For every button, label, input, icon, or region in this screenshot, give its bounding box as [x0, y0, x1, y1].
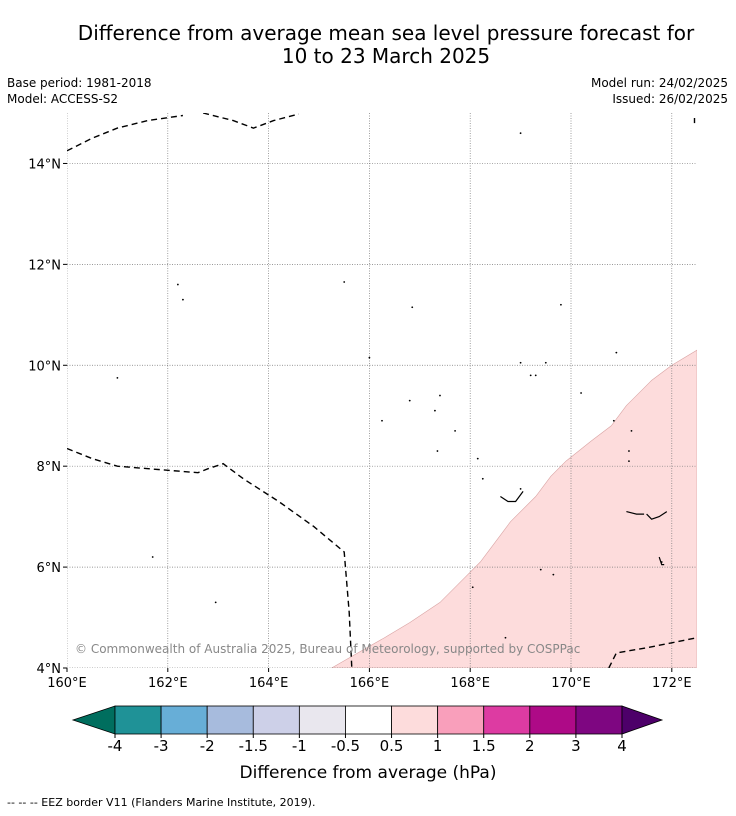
- island: [580, 392, 582, 394]
- eez-border: [608, 637, 697, 668]
- island: [381, 419, 383, 422]
- title-line-2: 10 to 23 March 2025: [281, 44, 491, 68]
- model-name: Model: ACCESS-S2: [7, 92, 119, 106]
- lat-tick-label: 4°N: [37, 662, 62, 677]
- island: [368, 356, 371, 359]
- island: [182, 298, 184, 301]
- lon-tick-label: 170°E: [551, 676, 591, 691]
- island: [519, 361, 522, 364]
- lon-tick-label: 168°E: [450, 676, 490, 691]
- colorbar-tick-label: 0.5: [380, 737, 404, 755]
- colorbar-tick-label: 1: [433, 737, 443, 755]
- base-period: Base period: 1981-2018: [7, 76, 152, 90]
- model-info: Base period: 1981-2018 Model: ACCESS-S2: [7, 75, 152, 107]
- eez-border: [67, 447, 353, 668]
- colorbar-segment: [345, 705, 392, 735]
- colorbar-segment: [114, 705, 162, 735]
- island: [612, 419, 615, 422]
- run-info: Model run: 24/02/2025 Issued: 26/02/2025: [591, 75, 728, 107]
- island: [481, 477, 484, 480]
- lon-tick-label: 166°E: [350, 676, 390, 691]
- lat-tick-label: 8°N: [37, 460, 62, 475]
- colorbar-tick-label: -4: [108, 737, 123, 755]
- colorbar-segment: [298, 705, 346, 735]
- colorbar-tick-label: -2: [200, 737, 215, 755]
- plot-area: © Commonwealth of Australia 2025, Bureau…: [67, 113, 697, 668]
- island: [539, 568, 542, 571]
- island: [439, 394, 441, 397]
- eez-legend-note: -- -- -- EEZ border V11 (Flanders Marine…: [7, 796, 316, 809]
- island: [534, 374, 537, 377]
- colorbar-tick-label: 4: [617, 737, 627, 755]
- colorbar-segment: [529, 705, 577, 735]
- lon-tick-label: 172°E: [652, 676, 692, 691]
- island: [519, 487, 522, 490]
- colorbar-tick-label: -3: [154, 737, 169, 755]
- lon-tick-label: 160°E: [47, 676, 87, 691]
- title-line-1: Difference from average mean sea level p…: [77, 21, 695, 45]
- island: [151, 556, 154, 558]
- island: [411, 306, 414, 309]
- lon-tick-label: 164°E: [249, 676, 289, 691]
- copyright-text: © Commonwealth of Australia 2025, Bureau…: [75, 642, 580, 656]
- island-outline: [658, 556, 665, 566]
- island: [408, 399, 411, 402]
- eez-border: [67, 114, 184, 152]
- island: [519, 132, 522, 135]
- colorbar-tick-label: -1: [292, 737, 307, 755]
- island: [476, 457, 479, 460]
- island: [504, 636, 507, 639]
- island: [628, 450, 630, 452]
- island: [214, 601, 217, 604]
- anomaly-region: [330, 349, 697, 668]
- eez-border: [202, 113, 299, 129]
- model-run: Model run: 24/02/2025: [590, 76, 728, 90]
- island: [630, 429, 633, 432]
- island: [436, 450, 439, 452]
- island-outline: [646, 511, 668, 520]
- island: [116, 376, 119, 379]
- island: [544, 361, 547, 364]
- colorbar-segment: [575, 705, 623, 735]
- lat-tick-label: 6°N: [37, 561, 62, 576]
- island: [343, 281, 346, 283]
- island-outline: [626, 511, 645, 515]
- issued-date: Issued: 26/02/2025: [612, 92, 728, 106]
- island: [560, 303, 562, 306]
- forecast-map: © Commonwealth of Australia 2025, Bureau…: [28, 113, 697, 783]
- island: [434, 409, 436, 412]
- colorbar-tick-label: -1.5: [239, 737, 268, 755]
- island: [628, 460, 630, 463]
- colorbar-label: Difference from average (hPa): [240, 763, 497, 783]
- island: [615, 351, 618, 354]
- island: [471, 586, 474, 589]
- island: [529, 374, 532, 377]
- lat-tick-label: 14°N: [28, 157, 61, 172]
- colorbar-segment: [483, 705, 531, 735]
- colorbar-segment: [160, 705, 208, 735]
- lon-tick-label: 162°E: [148, 676, 188, 691]
- lat-tick-label: 12°N: [28, 258, 61, 273]
- colorbar-segment: [437, 705, 485, 735]
- lat-tick-label: 10°N: [28, 359, 61, 374]
- colorbar-tick-label: 2: [525, 737, 535, 755]
- colorbar-segment: [391, 705, 439, 735]
- island-outline: [500, 491, 524, 503]
- island: [552, 573, 555, 576]
- colorbar-tick-label: -0.5: [331, 737, 360, 755]
- colorbar-segment: [252, 705, 300, 735]
- colorbar-tick-label: 3: [571, 737, 581, 755]
- chart-title: Difference from average mean sea level p…: [0, 22, 736, 68]
- colorbar-under-arrow: [71, 705, 116, 735]
- colorbar-segment: [206, 705, 254, 735]
- colorbar-over-arrow: [621, 705, 664, 735]
- island: [454, 429, 456, 432]
- island: [176, 283, 179, 286]
- colorbar-tick-label: 1.5: [472, 737, 496, 755]
